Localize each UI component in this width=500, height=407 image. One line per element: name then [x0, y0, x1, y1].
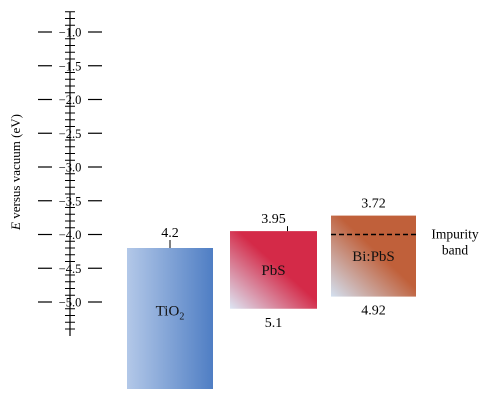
band-1: 4.2 TiO2 [127, 226, 213, 389]
band-2: 3.95 5.1 PbS [230, 212, 317, 331]
tick-label: −3.0 [59, 161, 82, 175]
axis-title: E versus vacuum (eV) [8, 114, 23, 231]
tick-label: −4.5 [59, 262, 82, 276]
impurity-label-line2: band [442, 243, 468, 258]
material-name: TiO2 [156, 304, 185, 323]
vb-value-label: 5.1 [265, 316, 283, 331]
tick-label: −1.0 [59, 26, 82, 40]
cb-value-label: 3.95 [261, 212, 286, 227]
impurity-label-line1: Impurity [431, 227, 478, 242]
tick-label: −5.0 [59, 296, 82, 310]
band-box [230, 231, 317, 309]
band-box [127, 248, 213, 389]
axis-ticks: −1.0 −1.5 −2.0 −2.5 −3.0 −3.5 −4.0 −4.5 −5.0 [38, 11, 102, 330]
tick-label: −2.0 [59, 93, 82, 107]
cb-value-label: 4.2 [161, 226, 179, 241]
tick-label: −4.0 [59, 228, 82, 242]
tick-label: −2.5 [59, 127, 82, 141]
material-name: PbS [261, 263, 285, 279]
tick-label: −3.5 [59, 194, 82, 208]
band-box [331, 215, 416, 297]
cb-value-label: 3.72 [361, 197, 386, 212]
tick-label: −1.5 [59, 59, 82, 73]
bands: 4.2 TiO2 3.95 5.1 PbS 3.72 4.92 Bi:PbS Impurityb… [127, 197, 479, 389]
band-3: 3.72 4.92 Bi:PbS [331, 197, 416, 319]
vb-value-label: 4.92 [361, 304, 386, 319]
material-name: Bi:PbS [352, 249, 395, 265]
